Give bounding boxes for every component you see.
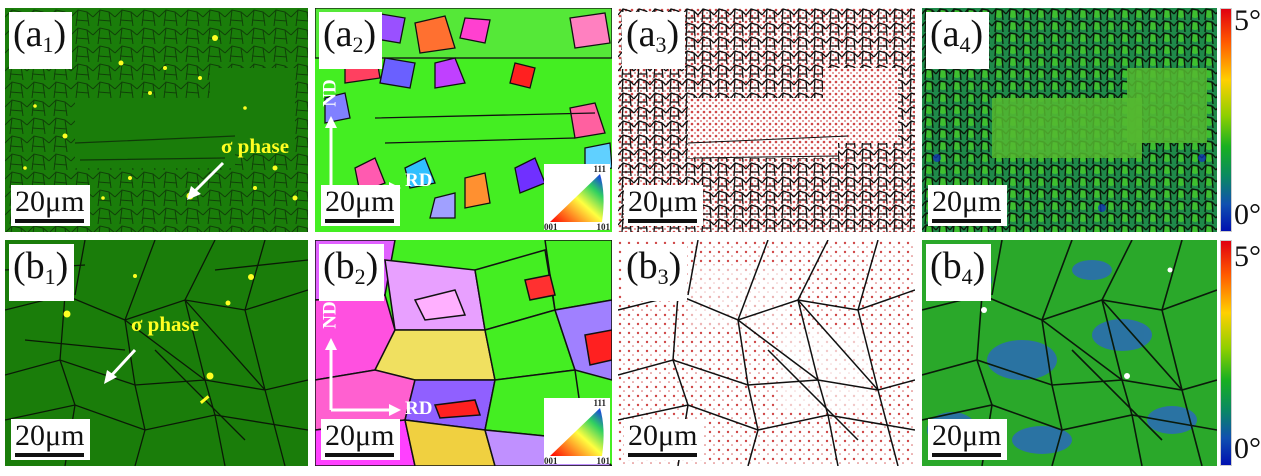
axis-label-rd: RD [405, 398, 433, 419]
axis-label-rd: RD [405, 170, 433, 191]
sample-axes-icon [325, 116, 401, 194]
scale-bar: 20μm [321, 419, 401, 460]
kam-colorbar [1220, 8, 1232, 232]
kam-colorbar [1220, 240, 1232, 466]
panel-a2: (a2) ND RD 20μm 111 001 101 [315, 8, 612, 232]
ipf-legend-triangle: 111 001 101 [544, 164, 610, 232]
panel-a4: (a4) 20μm [922, 8, 1217, 232]
sigma-phase-annotation: σ phase [131, 312, 200, 336]
arrow-icon [104, 348, 137, 384]
panel-label: (b2) [319, 244, 385, 301]
colorbar-max-label: 5° [1234, 4, 1261, 37]
panel-label: (a2) [319, 12, 383, 69]
scale-bar: 20μm [624, 185, 704, 226]
panel-label: (b4) [926, 244, 992, 301]
axis-label-nd: ND [319, 79, 341, 107]
panel-b4: (b4) 20μm [922, 240, 1217, 466]
panel-a1: (a1) σ phase 20μm [5, 8, 308, 232]
scale-bar: 20μm [928, 419, 1008, 460]
colorbar-max-label: 5° [1234, 240, 1261, 273]
scale-bar: 20μm [11, 185, 91, 226]
scale-bar: 20μm [11, 419, 91, 460]
colorbar-min-label: 0° [1234, 198, 1261, 231]
ipf-legend-triangle: 111 001 101 [544, 398, 610, 466]
panel-label: (b1) [9, 244, 75, 301]
panel-b1: (b1) σ phase 20μm [5, 240, 308, 466]
panel-b3: (b3) 20μm [618, 240, 915, 466]
panel-label: (a3) [622, 12, 686, 69]
scale-bar: 20μm [928, 185, 1008, 226]
scale-bar: 20μm [624, 419, 704, 460]
panel-b2: (b2) ND RD 20μm 111 001 101 [315, 240, 612, 466]
scale-bar: 20μm [321, 185, 401, 226]
colorbar-min-label: 0° [1234, 432, 1261, 465]
panel-label: (a4) [926, 12, 990, 69]
sigma-phase-annotation: σ phase [221, 134, 290, 158]
panel-a3: (a3) 20μm [618, 8, 915, 232]
axis-label-nd: ND [319, 301, 341, 329]
sample-axes-icon [325, 338, 401, 416]
arrow-icon [187, 161, 225, 200]
panel-label: (a1) [9, 12, 73, 69]
panel-label: (b3) [622, 244, 688, 301]
